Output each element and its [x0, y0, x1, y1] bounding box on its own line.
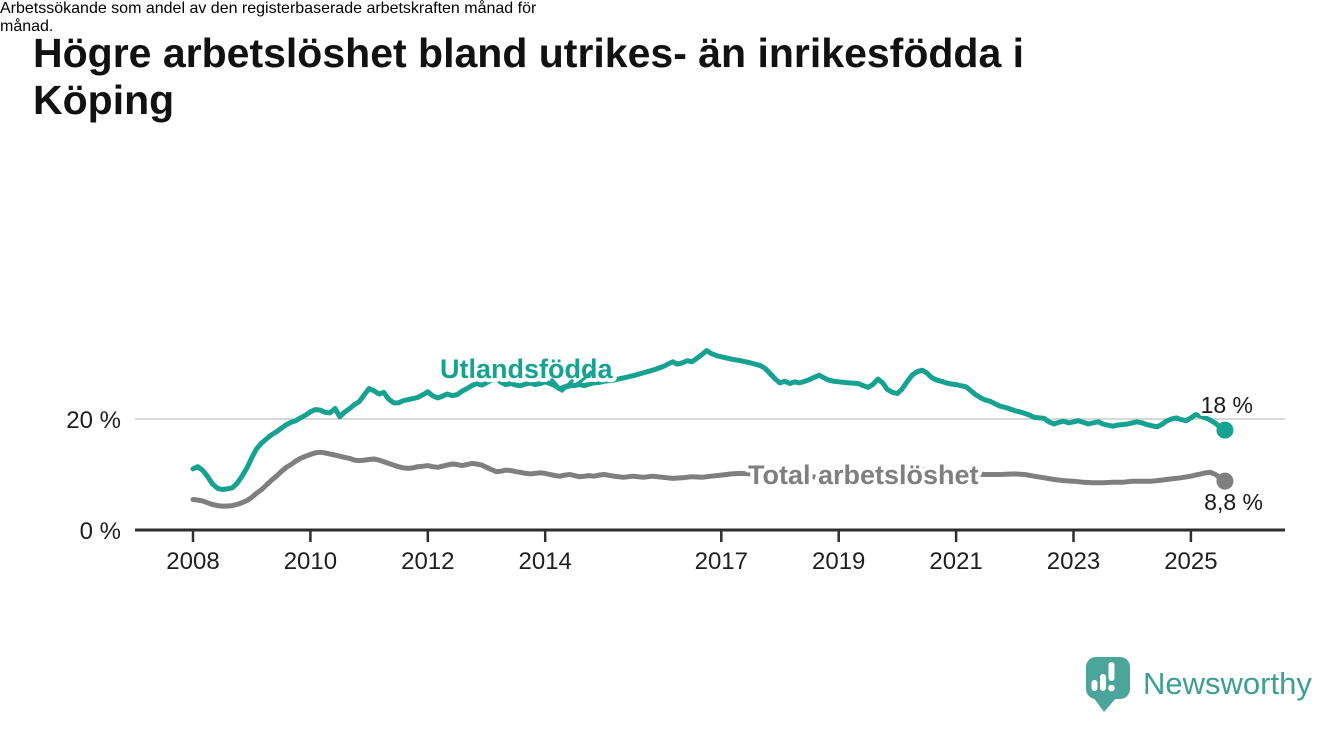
series-line-total-arbetsl-shet: [190, 449, 1228, 509]
x-tick-label-2010: 2010: [284, 548, 337, 575]
newsworthy-logo: Newsworthy: [1085, 655, 1312, 713]
x-tick-label-2012: 2012: [401, 548, 454, 575]
y-tick-label-0: 0 %: [80, 518, 121, 545]
page-title: Högre arbetslöshet bland utrikes- än inr…: [33, 30, 1253, 124]
series-end-dot-total-arbetsl-shet: [1216, 472, 1234, 490]
x-tick-label-2017: 2017: [695, 548, 748, 575]
series-line-utlandsf-dda: [190, 348, 1228, 492]
series-label-utlandsf-dda: Utlandsfödda: [440, 354, 613, 384]
utlandsfodda-arrow-icon: [564, 370, 593, 390]
series-end-dot-utlandsf-dda: [1216, 421, 1234, 439]
utlandsfodda-arrowhead-icon: [550, 378, 574, 393]
newsworthy-logo-icon: [1086, 657, 1130, 712]
newsworthy-logo-text: Newsworthy: [1143, 666, 1312, 701]
page-subtitle-line-1: Arbetssökande som andel av den registerb…: [0, 0, 537, 17]
x-tick-label-2014: 2014: [519, 548, 572, 575]
series-end-label-utlandsf-dda: 18 %: [1201, 392, 1253, 418]
x-tick-label-2021: 2021: [929, 548, 982, 575]
series-end-label-total-arbetsl-shet: 8,8 %: [1204, 489, 1263, 515]
page-title-line-2: Köping: [33, 77, 175, 123]
x-tick-label-2019: 2019: [812, 548, 865, 575]
x-tick-label-2023: 2023: [1047, 548, 1100, 575]
unemployment-line-chart: 2008 2010 2012 2014 2017 2019 2021 2023 2025 0 % 2…: [66, 348, 1285, 575]
page-subtitle-line-2: månad.: [0, 18, 54, 35]
y-tick-label-20: 20 %: [66, 407, 121, 434]
x-tick-label-2025: 2025: [1164, 548, 1217, 575]
series-label-total-arbetsl-shet: Total arbetslöshet: [748, 460, 979, 490]
x-tick-label-2008: 2008: [166, 548, 219, 575]
page-title-line-1: Högre arbetslöshet bland utrikes- än inr…: [33, 30, 1025, 76]
